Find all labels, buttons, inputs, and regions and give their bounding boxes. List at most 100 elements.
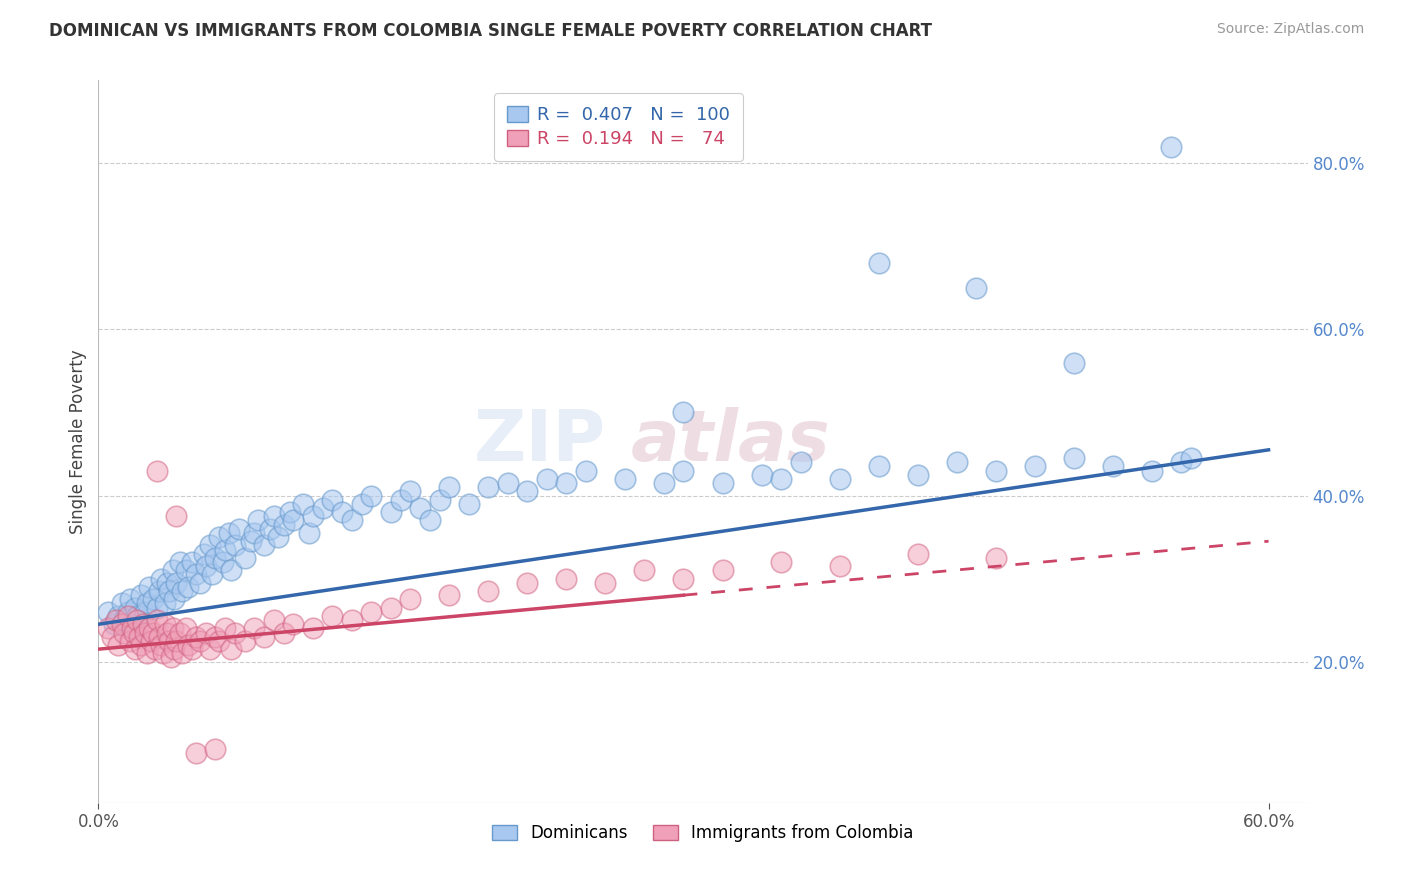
Point xyxy=(127,613,149,627)
Point xyxy=(121,621,143,635)
Point xyxy=(214,621,236,635)
Point xyxy=(360,605,382,619)
Point xyxy=(907,547,929,561)
Point xyxy=(633,563,655,577)
Point xyxy=(174,563,197,577)
Point xyxy=(124,600,146,615)
Point xyxy=(103,617,125,632)
Point xyxy=(193,547,215,561)
Point xyxy=(243,621,266,635)
Point xyxy=(172,584,194,599)
Point xyxy=(247,513,270,527)
Legend: Dominicans, Immigrants from Colombia: Dominicans, Immigrants from Colombia xyxy=(485,817,921,848)
Point xyxy=(595,575,617,590)
Point xyxy=(97,621,120,635)
Point xyxy=(198,642,221,657)
Point xyxy=(214,542,236,557)
Point xyxy=(204,630,226,644)
Point xyxy=(208,530,231,544)
Point xyxy=(218,525,240,540)
Point xyxy=(672,572,695,586)
Point xyxy=(148,584,170,599)
Point xyxy=(177,638,200,652)
Point xyxy=(188,575,211,590)
Point xyxy=(118,592,141,607)
Point xyxy=(380,600,402,615)
Point xyxy=(614,472,637,486)
Point xyxy=(163,592,186,607)
Point xyxy=(984,550,1007,565)
Point xyxy=(198,538,221,552)
Point xyxy=(200,567,222,582)
Point xyxy=(124,642,146,657)
Point xyxy=(945,455,967,469)
Text: ZIP: ZIP xyxy=(474,407,606,476)
Point xyxy=(283,617,305,632)
Point xyxy=(177,580,200,594)
Point xyxy=(219,642,242,657)
Point xyxy=(156,575,179,590)
Point xyxy=(156,625,179,640)
Point xyxy=(101,630,124,644)
Point xyxy=(828,559,851,574)
Point xyxy=(536,472,558,486)
Point xyxy=(212,555,235,569)
Point xyxy=(399,592,422,607)
Point xyxy=(149,572,172,586)
Point xyxy=(165,509,187,524)
Point xyxy=(111,597,134,611)
Point xyxy=(143,642,166,657)
Point xyxy=(1140,464,1163,478)
Point xyxy=(769,555,792,569)
Point xyxy=(267,530,290,544)
Point xyxy=(1170,455,1192,469)
Point xyxy=(172,646,194,660)
Point xyxy=(204,741,226,756)
Point xyxy=(516,575,538,590)
Point xyxy=(1101,459,1123,474)
Point xyxy=(149,638,172,652)
Text: DOMINICAN VS IMMIGRANTS FROM COLOMBIA SINGLE FEMALE POVERTY CORRELATION CHART: DOMINICAN VS IMMIGRANTS FROM COLOMBIA SI… xyxy=(49,22,932,40)
Point xyxy=(984,464,1007,478)
Point xyxy=(575,464,598,478)
Point xyxy=(263,509,285,524)
Point xyxy=(142,592,165,607)
Point xyxy=(1063,451,1085,466)
Point xyxy=(253,538,276,552)
Point xyxy=(181,555,204,569)
Point xyxy=(439,588,461,602)
Point xyxy=(672,464,695,478)
Point xyxy=(136,597,159,611)
Point xyxy=(122,625,145,640)
Point xyxy=(184,630,207,644)
Point xyxy=(292,497,315,511)
Point xyxy=(153,597,176,611)
Point xyxy=(259,522,281,536)
Point xyxy=(131,588,153,602)
Point xyxy=(302,621,325,635)
Point xyxy=(165,633,187,648)
Point xyxy=(146,464,169,478)
Point xyxy=(138,621,160,635)
Point xyxy=(208,633,231,648)
Point xyxy=(399,484,422,499)
Point xyxy=(184,746,207,760)
Point xyxy=(136,646,159,660)
Point xyxy=(243,525,266,540)
Point xyxy=(139,633,162,648)
Point xyxy=(184,567,207,582)
Point xyxy=(157,584,180,599)
Point xyxy=(312,500,335,515)
Point xyxy=(159,650,181,665)
Point xyxy=(302,509,325,524)
Point xyxy=(104,613,127,627)
Point xyxy=(672,405,695,419)
Point xyxy=(224,538,246,552)
Point xyxy=(127,609,149,624)
Point xyxy=(194,625,217,640)
Point xyxy=(128,630,150,644)
Point xyxy=(273,517,295,532)
Point xyxy=(360,489,382,503)
Point xyxy=(253,630,276,644)
Point xyxy=(868,459,890,474)
